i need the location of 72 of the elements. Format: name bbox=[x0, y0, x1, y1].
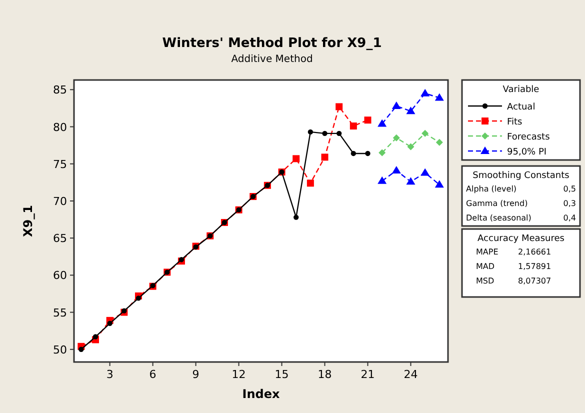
point bbox=[306, 180, 314, 187]
text: Smoothing Constants bbox=[472, 171, 570, 181]
x-tick-label: 21 bbox=[360, 368, 375, 381]
point bbox=[420, 88, 430, 96]
point bbox=[136, 296, 142, 301]
point bbox=[392, 134, 400, 142]
point bbox=[294, 214, 299, 220]
chart-subtitle: Additive Method bbox=[231, 54, 313, 65]
x-tick-label: 3 bbox=[106, 368, 114, 381]
point bbox=[365, 150, 370, 156]
point bbox=[350, 150, 356, 156]
text: Delta (seasonal) bbox=[466, 214, 532, 222]
point bbox=[350, 122, 357, 130]
point bbox=[407, 143, 414, 150]
text: Accuracy Measures bbox=[478, 234, 565, 244]
text: MSD bbox=[476, 276, 494, 286]
x-tick-label: 18 bbox=[318, 368, 332, 381]
x-tick-label: 24 bbox=[404, 368, 418, 381]
legend-label: Fits bbox=[507, 118, 523, 128]
x-tick-label: 15 bbox=[274, 368, 289, 381]
text: 8,07307 bbox=[518, 276, 552, 286]
point bbox=[78, 346, 84, 352]
point bbox=[422, 130, 429, 137]
y-tick-label: 60 bbox=[53, 269, 67, 282]
text: 0,4 bbox=[563, 214, 576, 222]
point bbox=[406, 106, 416, 114]
point bbox=[364, 116, 372, 124]
text: Alpha (level) bbox=[466, 184, 517, 194]
y-tick-label: 80 bbox=[53, 120, 67, 134]
legend-label: Actual bbox=[507, 102, 536, 112]
point bbox=[292, 155, 300, 162]
point bbox=[420, 168, 430, 176]
x-tick-label: 9 bbox=[192, 368, 200, 381]
x-axis-title: Index bbox=[242, 387, 280, 401]
point bbox=[336, 103, 343, 110]
y-axis-title: X9_1 bbox=[21, 205, 35, 237]
text: 1,57891 bbox=[518, 262, 552, 271]
point bbox=[107, 320, 112, 326]
point bbox=[436, 138, 443, 146]
text: MAD bbox=[476, 262, 495, 271]
point bbox=[392, 101, 401, 109]
x-tick-label: 6 bbox=[149, 368, 156, 381]
point bbox=[434, 93, 444, 101]
point bbox=[392, 166, 401, 174]
point bbox=[336, 130, 342, 136]
x-tick-label: 12 bbox=[232, 368, 246, 381]
point bbox=[308, 129, 314, 135]
text: Gamma (trend) bbox=[466, 199, 528, 208]
y-tick-label: 55 bbox=[53, 306, 67, 320]
y-tick-label: 65 bbox=[53, 232, 67, 246]
point bbox=[178, 256, 184, 262]
y-tick-label: 85 bbox=[53, 84, 67, 97]
text: MAPE bbox=[476, 248, 498, 256]
y-tick-label: 75 bbox=[53, 158, 67, 171]
point bbox=[322, 130, 328, 136]
text: 0,5 bbox=[563, 184, 576, 194]
y-tick-label: 70 bbox=[53, 194, 67, 208]
text: 0,3 bbox=[563, 199, 576, 208]
point bbox=[434, 180, 444, 188]
point bbox=[378, 149, 386, 156]
point bbox=[378, 176, 387, 184]
text: 2,16661 bbox=[518, 248, 552, 256]
legend-title: Variable bbox=[502, 85, 540, 95]
point bbox=[122, 308, 127, 314]
point bbox=[378, 119, 387, 127]
legend-label: 95,0% PI bbox=[507, 148, 547, 158]
legend-label: Forecasts bbox=[507, 132, 550, 142]
chart-title: Winters' Method Plot for X9_1 bbox=[162, 36, 382, 51]
point bbox=[406, 177, 416, 185]
y-tick-label: 50 bbox=[53, 343, 67, 356]
point bbox=[92, 334, 98, 340]
point bbox=[321, 154, 328, 161]
